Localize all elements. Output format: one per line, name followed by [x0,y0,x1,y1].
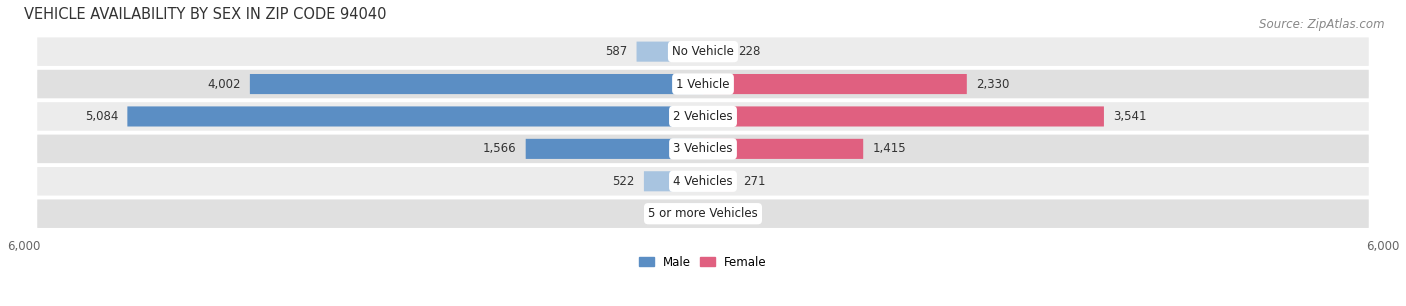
FancyBboxPatch shape [703,139,863,159]
Text: Source: ZipAtlas.com: Source: ZipAtlas.com [1260,18,1385,31]
FancyBboxPatch shape [690,204,703,224]
Text: 3,541: 3,541 [1114,110,1146,123]
Text: 1 Vehicle: 1 Vehicle [676,77,730,91]
Text: 1,415: 1,415 [872,142,905,155]
Text: 4,002: 4,002 [207,77,240,91]
Legend: Male, Female: Male, Female [634,251,772,273]
FancyBboxPatch shape [703,204,710,224]
FancyBboxPatch shape [703,106,1104,126]
Text: 58: 58 [718,207,734,220]
FancyBboxPatch shape [37,37,1369,66]
Text: VEHICLE AVAILABILITY BY SEX IN ZIP CODE 94040: VEHICLE AVAILABILITY BY SEX IN ZIP CODE … [24,7,387,22]
Text: 117: 117 [658,207,681,220]
FancyBboxPatch shape [703,171,734,191]
Text: 1,566: 1,566 [484,142,516,155]
FancyBboxPatch shape [703,42,728,62]
Text: 2,330: 2,330 [976,77,1010,91]
Text: 2 Vehicles: 2 Vehicles [673,110,733,123]
FancyBboxPatch shape [37,200,1369,228]
FancyBboxPatch shape [703,74,967,94]
FancyBboxPatch shape [128,106,703,126]
FancyBboxPatch shape [250,74,703,94]
FancyBboxPatch shape [644,171,703,191]
Text: 271: 271 [742,175,765,188]
Text: 228: 228 [738,45,761,58]
FancyBboxPatch shape [637,42,703,62]
Text: 5 or more Vehicles: 5 or more Vehicles [648,207,758,220]
Text: 587: 587 [605,45,627,58]
Text: 4 Vehicles: 4 Vehicles [673,175,733,188]
FancyBboxPatch shape [37,102,1369,131]
Text: 5,084: 5,084 [84,110,118,123]
FancyBboxPatch shape [37,167,1369,196]
FancyBboxPatch shape [526,139,703,159]
Text: 522: 522 [613,175,636,188]
FancyBboxPatch shape [37,70,1369,98]
Text: No Vehicle: No Vehicle [672,45,734,58]
FancyBboxPatch shape [37,135,1369,163]
Text: 3 Vehicles: 3 Vehicles [673,142,733,155]
